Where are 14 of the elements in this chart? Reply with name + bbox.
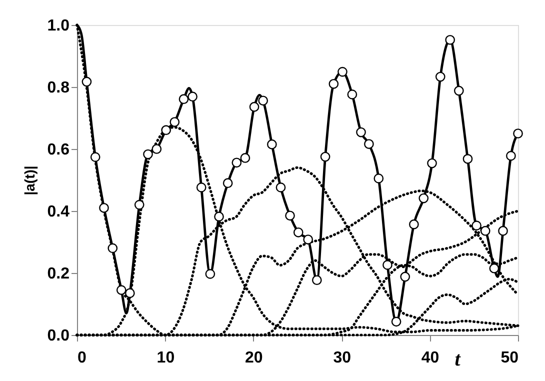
y-tick-label: 0.6 <box>47 142 70 158</box>
x-axis-title: t <box>454 348 462 370</box>
y-tick-label: 0.2 <box>47 266 70 282</box>
x-tick-label: 10 <box>156 350 175 366</box>
x-tick-label: 40 <box>421 350 440 366</box>
x-tick-label: 30 <box>333 350 352 366</box>
y-axis-title: |a(t)| <box>21 166 38 196</box>
x-tick-label: 20 <box>245 350 263 366</box>
y-tick-label: 0.0 <box>47 328 70 344</box>
y-tick-label: 0.4 <box>47 204 70 220</box>
y-tick-label: 0.8 <box>47 80 70 96</box>
x-tick-label: 0 <box>78 350 86 366</box>
x-tick-label: 50 <box>500 350 519 366</box>
y-tick-label: 1.0 <box>47 18 70 34</box>
